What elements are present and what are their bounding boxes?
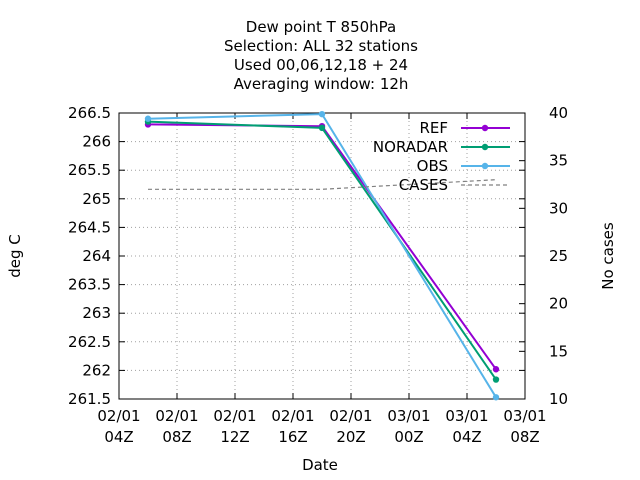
point-obs bbox=[318, 110, 326, 118]
x-tick-label: 20Z bbox=[336, 428, 365, 446]
x-tick-label: 08Z bbox=[162, 428, 191, 446]
x-tick-label: 00Z bbox=[394, 428, 423, 446]
point-obs bbox=[144, 115, 152, 122]
series-line-cases bbox=[148, 179, 497, 190]
y2-tick-label: 30 bbox=[549, 199, 568, 217]
y2-tick-label: 40 bbox=[549, 104, 568, 122]
point-noradar bbox=[318, 124, 326, 132]
title-line: Used 00,06,12,18 + 24 bbox=[234, 56, 408, 74]
y-tick-label: 263.5 bbox=[68, 276, 111, 294]
y-tick-label: 262 bbox=[82, 361, 111, 379]
x-tick-label: 02/01 bbox=[155, 407, 198, 425]
legend-label-obs: OBS bbox=[417, 157, 448, 175]
y2-tick-label: 20 bbox=[549, 295, 568, 313]
y2-tick-label: 10 bbox=[549, 390, 568, 408]
y2-tick-label: 15 bbox=[549, 342, 568, 360]
x-tick-label: 03/01 bbox=[445, 407, 488, 425]
y2-axis-label: No cases bbox=[599, 222, 617, 290]
y2-tick-label: 25 bbox=[549, 247, 568, 265]
x-tick-label: 02/01 bbox=[329, 407, 372, 425]
point-ref bbox=[492, 366, 500, 373]
y-tick-label: 265.5 bbox=[68, 161, 111, 179]
legend-label-ref: REF bbox=[419, 119, 448, 137]
legend-marker-noradar bbox=[481, 143, 489, 151]
x-axis-label: Date bbox=[302, 456, 338, 474]
title-line: Dew point T 850hPa bbox=[246, 18, 396, 36]
title-line: Selection: ALL 32 stations bbox=[224, 37, 418, 55]
point-obs bbox=[492, 394, 500, 401]
y-tick-label: 261.5 bbox=[68, 390, 111, 408]
y2-tick-label: 35 bbox=[549, 152, 568, 170]
x-tick-label: 12Z bbox=[220, 428, 249, 446]
legend-label-noradar: NORADAR bbox=[373, 138, 448, 156]
y-axis-label: deg C bbox=[6, 234, 24, 278]
x-tick-label: 02/01 bbox=[271, 407, 314, 425]
x-tick-label: 02/01 bbox=[97, 407, 140, 425]
grid bbox=[119, 113, 525, 399]
x-tick-label: 04Z bbox=[452, 428, 481, 446]
point-noradar bbox=[492, 376, 500, 383]
series bbox=[144, 110, 500, 401]
legend-marker-obs bbox=[481, 162, 489, 170]
x-tick-label: 02/01 bbox=[213, 407, 256, 425]
y-tick-label: 262.5 bbox=[68, 333, 111, 351]
y-tick-label: 265 bbox=[82, 190, 111, 208]
x-tick-label: 03/01 bbox=[503, 407, 546, 425]
y-axis-ticks: 261.5 262 262.5 263 263.5 264 264.5 265 265.5 266… bbox=[68, 104, 525, 408]
x-axis-ticks: 02/01 04Z 02/01 08Z 02/01 12Z 02/01 16Z 02/01 20Z… bbox=[97, 113, 547, 446]
legend-label-cases: CASES bbox=[399, 176, 448, 194]
legend-marker-ref bbox=[481, 124, 489, 132]
y-tick-label: 266 bbox=[82, 133, 111, 151]
y-tick-label: 264.5 bbox=[68, 218, 111, 236]
x-tick-label: 08Z bbox=[510, 428, 539, 446]
x-tick-label: 03/01 bbox=[387, 407, 430, 425]
y-tick-label: 264 bbox=[82, 247, 111, 265]
title-line: Averaging window: 12h bbox=[234, 75, 409, 93]
x-tick-label: 16Z bbox=[278, 428, 307, 446]
y2-axis-ticks: 10 15 20 25 30 35 40 bbox=[519, 104, 568, 408]
y-tick-label: 266.5 bbox=[68, 104, 111, 122]
x-tick-label: 04Z bbox=[104, 428, 133, 446]
y-tick-label: 263 bbox=[82, 304, 111, 322]
